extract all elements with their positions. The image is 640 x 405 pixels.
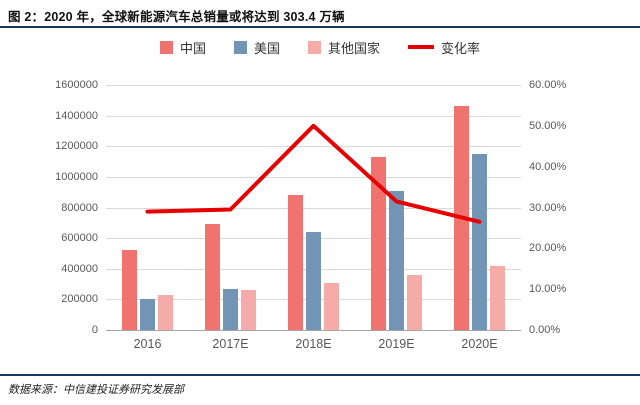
right-axis-tick: 0.00% [529,324,561,336]
right-axis-tick: 50.00% [529,119,567,132]
bar-美国-2017E [223,288,238,330]
plot-area [106,85,521,331]
bar-美国-2019E [389,190,404,330]
legend-label: 其他国家 [328,40,381,56]
x-axis-tick: 2016 [133,337,162,351]
bar-中国-2018E [288,195,303,330]
bar-美国-2020E [472,153,487,330]
legend-swatch [233,40,247,54]
left-axis-tick: 400000 [61,262,98,275]
x-axis-line [106,330,521,331]
bar-中国-2016 [122,250,137,330]
legend-swatch [159,40,173,54]
gridline [106,116,521,117]
legend-label: 美国 [253,40,280,56]
left-axis-tick: 1400000 [55,109,98,122]
bar-其他国家-2019E [407,274,422,330]
figure-title: 图 2：2020 年，全球新能源汽车总销量或将达到 303.4 万辆 [8,10,345,24]
legend-label: 变化率 [441,40,481,56]
bar-其他国家-2016 [158,294,173,330]
gridline [106,208,521,209]
gridline [106,146,521,147]
right-axis-tick: 20.00% [529,242,567,255]
legend-line-swatch [408,45,435,49]
left-axis-tick: 0 [91,324,98,336]
chart-legend: 中国 美国 其他国家 变化率 [0,38,640,56]
left-axis-tick: 200000 [61,293,98,306]
left-axis-tick: 600000 [61,232,98,245]
footer-rule [0,374,640,376]
bar-其他国家-2017E [241,290,256,330]
x-axis-tick: 2018E [295,337,332,351]
data-source: 数据来源：中信建投证券研究发展部 [8,384,184,396]
right-axis-tick: 30.00% [529,201,567,214]
left-axis-tick: 1600000 [55,79,98,91]
gridline [106,177,521,178]
legend-item-其他国家: 其他国家 [308,38,380,57]
title-rule [0,26,640,28]
legend-swatch [308,40,321,54]
left-axis-tick: 1200000 [55,140,98,153]
legend-item-变化率: 变化率 [408,38,480,57]
x-axis-tick: 2019E [378,337,415,351]
x-axis-tick: 2017E [212,337,249,351]
growth-rate-line [145,123,482,224]
legend-item-美国: 美国 [233,38,280,57]
bar-中国-2019E [371,156,386,330]
legend-item-中国: 中国 [159,38,206,57]
right-axis-tick: 40.00% [529,160,567,173]
left-axis-tick: 800000 [61,201,98,214]
right-axis-tick: 60.00% [529,79,567,91]
legend-label: 中国 [179,40,206,56]
bar-其他国家-2020E [490,265,505,330]
left-axis-tick: 1000000 [55,170,98,183]
bar-中国-2017E [205,224,220,330]
gridline [106,85,521,86]
bar-美国-2018E [306,232,321,330]
right-axis-tick: 10.00% [529,283,567,296]
x-axis-tick: 2020E [461,337,498,351]
bar-美国-2016 [140,299,155,330]
bar-其他国家-2018E [324,282,339,330]
